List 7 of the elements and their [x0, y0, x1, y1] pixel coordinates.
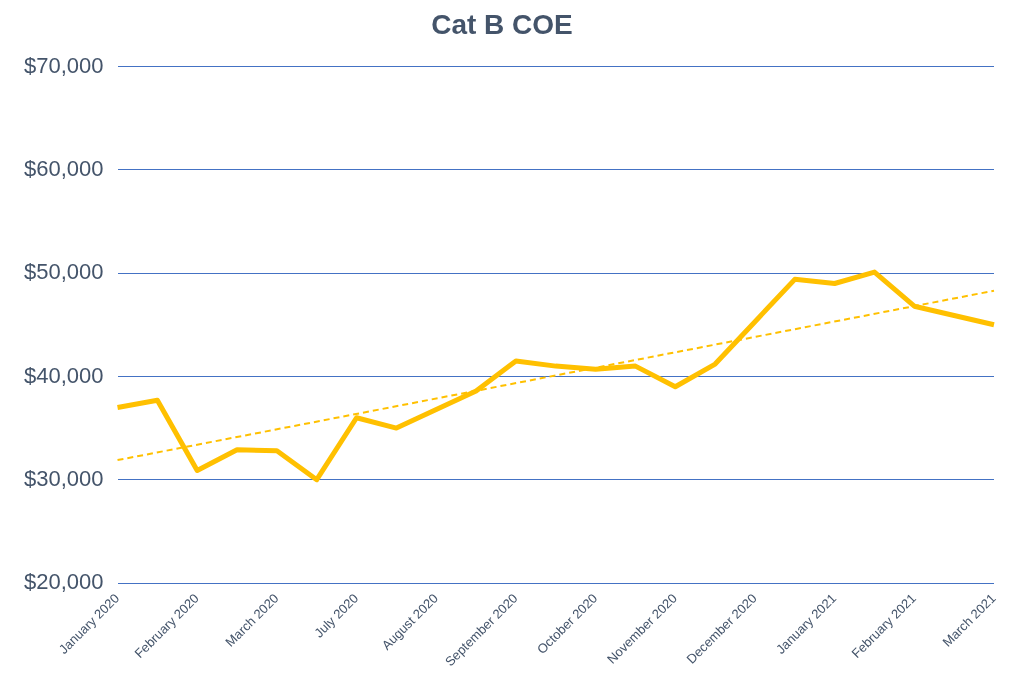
y-tick-label: $50,000 — [23, 259, 104, 285]
y-tick-label: $70,000 — [23, 52, 104, 78]
y-tick-label: $30,000 — [23, 465, 104, 491]
chart-title: Cat B COE — [431, 8, 573, 40]
y-tick-label: $20,000 — [23, 569, 104, 595]
y-tick-label: $60,000 — [23, 155, 104, 181]
y-tick-label: $40,000 — [23, 362, 104, 388]
